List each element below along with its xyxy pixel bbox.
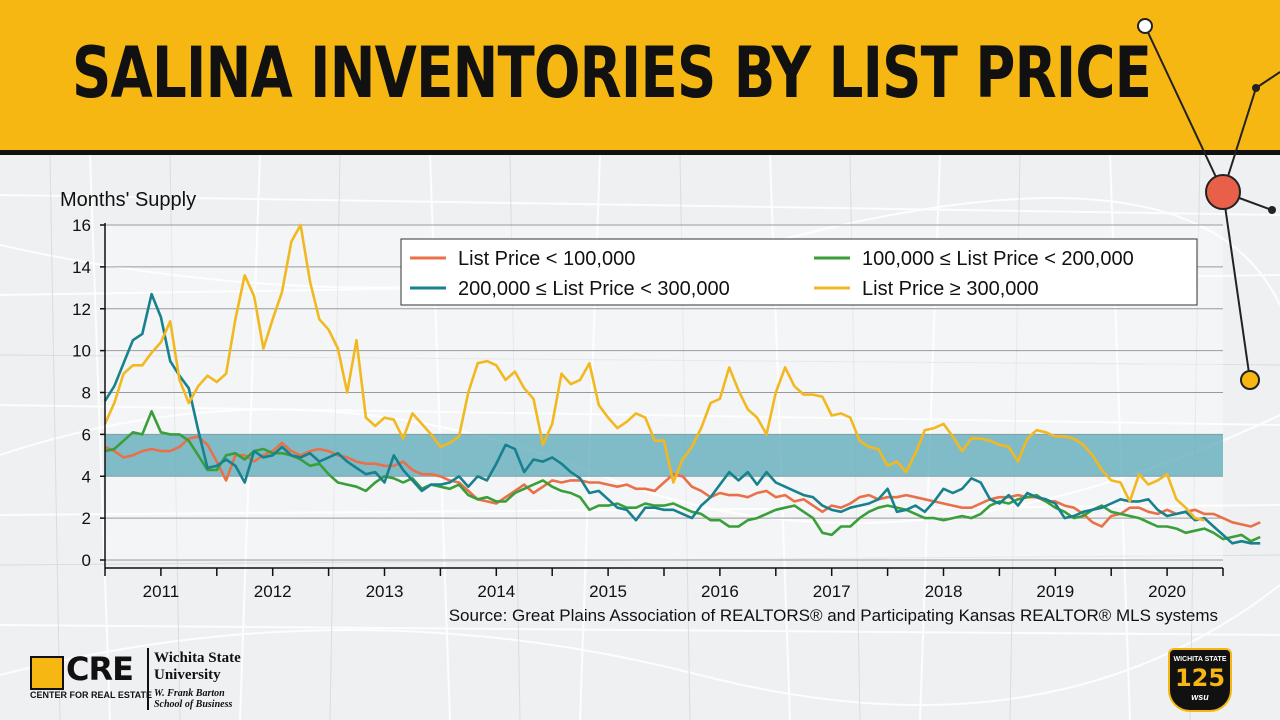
badge-shield	[1168, 648, 1232, 712]
y-tick-label: 0	[82, 551, 91, 570]
banner-rule	[0, 150, 1280, 155]
cre-subtitle: CENTER FOR REAL ESTATE	[30, 690, 153, 700]
x-tick-label: 2018	[925, 582, 963, 601]
x-tick-label: 2017	[813, 582, 851, 601]
wsu-name: Wichita State University	[154, 650, 241, 684]
y-tick-label: 8	[82, 384, 91, 403]
legend-label: 100,000 ≤ List Price < 200,000	[862, 248, 1134, 270]
legend: List Price < 100,000 100,000 ≤ List Price…	[400, 238, 1198, 306]
y-tick-label: 4	[82, 467, 91, 486]
y-tick-label: 10	[72, 342, 91, 361]
node-yellow-circle	[1240, 370, 1260, 390]
series-line	[103, 223, 1205, 522]
badge-number: 125	[1174, 664, 1226, 692]
cre-house-icon	[30, 656, 64, 690]
page-title: SALINA INVENTORIES BY LIST PRICE	[72, 32, 1152, 114]
wsu-125-badge: WICHITA STATE 125 wsu	[1168, 648, 1234, 714]
x-tick-label: 2016	[701, 582, 739, 601]
node-small-dot	[1252, 84, 1260, 92]
school-name-line2: School of Business	[154, 699, 233, 710]
x-tick-label: 2013	[366, 582, 404, 601]
x-tick-label: 2015	[589, 582, 627, 601]
node-right-dot	[1268, 206, 1276, 214]
wsu-name-line2: University	[154, 667, 221, 683]
y-tick-labels: 0 2 4 6 8 10 12 14 16	[72, 216, 91, 570]
series-line	[104, 410, 1261, 543]
y-axis-title: Months' Supply	[60, 189, 196, 211]
legend-box	[400, 238, 1198, 306]
y-tick-label: 16	[72, 216, 91, 235]
x-tick-label: 2014	[477, 582, 515, 601]
school-name-line1: W. Frank Barton	[154, 688, 225, 699]
school-name: W. Frank Barton School of Business	[154, 688, 232, 710]
y-tick-label: 14	[72, 258, 91, 277]
footer-logos: CRE CENTER FOR REAL ESTATE Wichita State…	[30, 648, 290, 714]
legend-label: 200,000 ≤ List Price < 300,000	[458, 278, 730, 300]
axes	[100, 223, 1224, 576]
node-open-circle	[1137, 18, 1153, 34]
y-tick-label: 12	[72, 300, 91, 319]
legend-label: List Price ≥ 300,000	[862, 278, 1039, 300]
legend-label: List Price < 100,000	[458, 248, 635, 270]
badge-bottom-text: wsu	[1191, 692, 1209, 702]
node-large-circle	[1205, 174, 1241, 210]
x-tick-label: 2012	[254, 582, 292, 601]
badge-top-text: WICHITA STATE	[1173, 656, 1227, 663]
y-tick-label: 6	[82, 425, 91, 444]
wsu-name-line1: Wichita State	[154, 650, 241, 666]
network-decoration	[1137, 18, 1280, 390]
series-line	[104, 435, 1261, 528]
x-tick-label: 2019	[1036, 582, 1074, 601]
series-line	[103, 292, 1261, 545]
series-lines	[103, 223, 1261, 545]
x-tick-label: 2011	[143, 582, 180, 601]
title-banner	[0, 0, 1280, 150]
logo-divider	[147, 648, 149, 710]
source-note: Source: Great Plains Association of REAL…	[448, 606, 1218, 625]
x-tick-labels: 2011 2012 2013 2014 2015 2016 2017 2018 2019 2020	[143, 582, 1186, 601]
x-tick-label: 2020	[1148, 582, 1186, 601]
cre-logo: CRE	[66, 650, 134, 688]
y-tick-label: 2	[82, 509, 91, 528]
